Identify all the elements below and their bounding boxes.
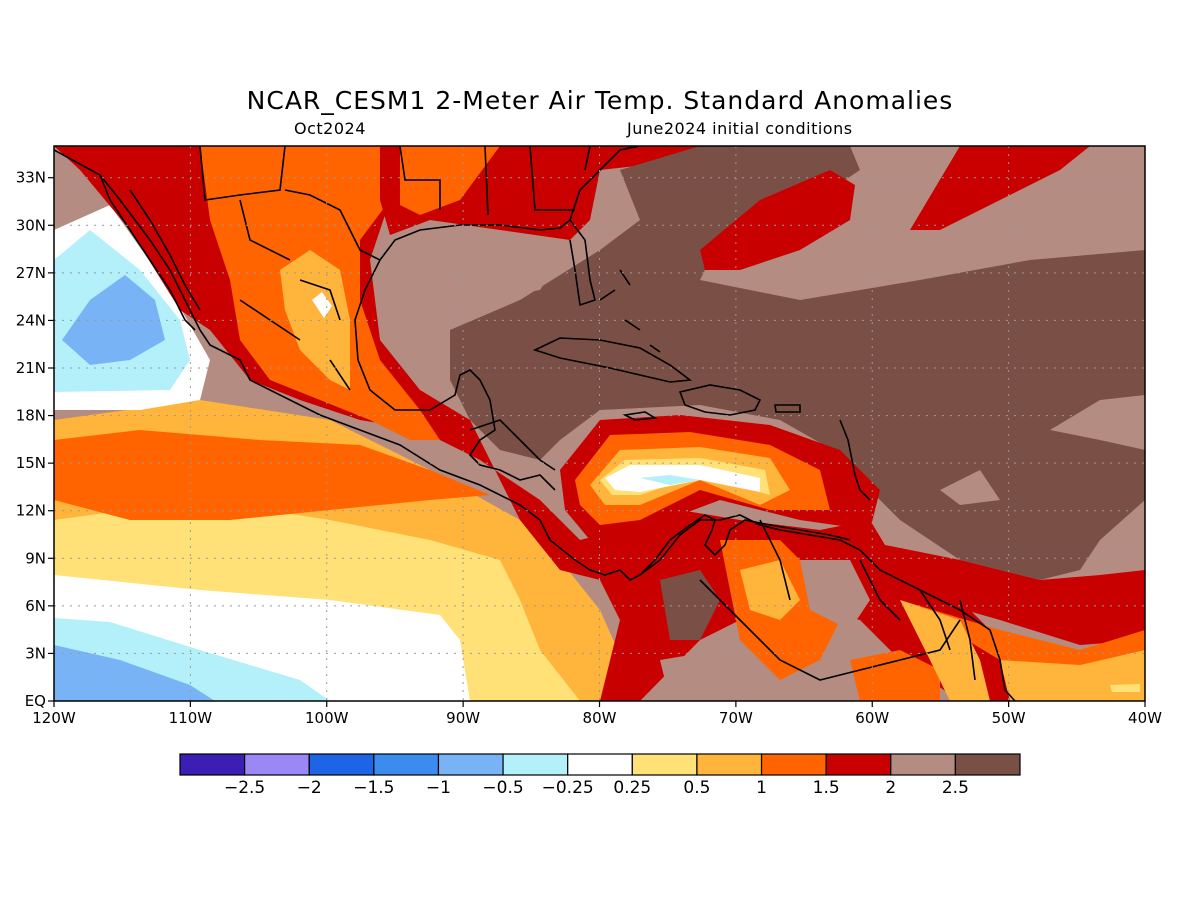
colorbar-swatch xyxy=(760,753,827,776)
border-us-states xyxy=(399,146,591,216)
atlantic-south-paleyellow xyxy=(1110,684,1140,692)
sa-orange-2 xyxy=(850,650,940,701)
colorbar-label: 1.5 xyxy=(813,778,840,798)
y-tick-label: EQ xyxy=(25,692,46,710)
colorbar-swatch xyxy=(825,753,892,776)
map-gridlines xyxy=(54,146,1145,701)
colorbar-label: −1.5 xyxy=(353,778,394,798)
atlantic-red-north xyxy=(910,146,1090,230)
coast-baja xyxy=(99,174,201,331)
pacific-orange-band xyxy=(54,430,490,520)
y-tick-label: 9N xyxy=(25,549,46,567)
coast-jamaica xyxy=(622,411,658,421)
initial-conditions: June2024 initial conditions xyxy=(627,119,853,138)
x-tick-label: 50W xyxy=(992,709,1026,727)
coast-cuba xyxy=(532,337,693,383)
colorbar-label: 2 xyxy=(885,778,896,798)
coast-central-america-inner xyxy=(469,419,556,471)
sa-yellow xyxy=(740,560,800,620)
atlantic-light-bump xyxy=(1050,395,1145,450)
colorbar-swatch xyxy=(954,753,1021,776)
y-tick-label: 21N xyxy=(16,359,46,377)
x-tick-label: 110W xyxy=(169,709,213,727)
colorbar-label: 2.5 xyxy=(942,778,969,798)
sa-yellow-2 xyxy=(900,600,990,701)
baja-cool-blue xyxy=(62,275,165,365)
gulf-brown-light xyxy=(380,240,560,360)
border-sa-1 xyxy=(699,579,961,681)
pacific-blue-south xyxy=(54,645,215,701)
sa-brownlight-2 xyxy=(660,650,760,701)
x-tick-label: 40W xyxy=(1128,709,1162,727)
y-tick-label: 30N xyxy=(16,216,46,234)
coast-lesser-antilles xyxy=(839,419,871,501)
caribbean-cyan xyxy=(640,475,700,485)
colorbar-swatch xyxy=(308,753,375,776)
x-tick-label: 60W xyxy=(855,709,889,727)
y-tick-label: 33N xyxy=(16,169,46,187)
atlantic-south-red xyxy=(860,540,1145,645)
colorbar-swatch xyxy=(179,753,246,776)
y-tick-label: 24N xyxy=(16,311,46,329)
colorbar-swatch xyxy=(502,753,569,776)
colorbar-label: −2.5 xyxy=(224,778,265,798)
sa-brown xyxy=(660,570,720,640)
colorbar-label: −0.25 xyxy=(542,778,594,798)
map-title: NCAR_CESM1 2-Meter Air Temp. Standard An… xyxy=(246,86,954,115)
y-tick-label: 3N xyxy=(25,644,46,662)
y-tick-label: 27N xyxy=(16,264,46,282)
anomaly-field xyxy=(54,146,1145,701)
atlantic-light-bump-2 xyxy=(940,470,1000,505)
colorbar: −2.5 −2 −1.5 −1 −0.5 −0.25 0.25 0.5 1 1.5 2 2.5 xyxy=(179,753,1021,798)
y-tick-label: 12N xyxy=(16,502,46,520)
y-tick-label: 18N xyxy=(16,407,46,425)
x-tick-label: 80W xyxy=(583,709,617,727)
coast-bahamas xyxy=(599,269,661,353)
y-axis: EQ 3N 6N 9N 12N 15N 18N 21N 24N 27N 30N 33N xyxy=(16,169,54,710)
colorbar-swatch xyxy=(373,753,440,776)
atlantic-south-orange xyxy=(900,600,1145,670)
mexico-yellow xyxy=(280,250,350,390)
colorbar-swatch xyxy=(631,753,698,776)
colorbar-swatch xyxy=(437,753,504,776)
mexico-white-spot xyxy=(312,292,332,318)
colorbar-label: −0.5 xyxy=(482,778,523,798)
colorbar-swatch xyxy=(890,753,956,776)
y-tick-label: 15N xyxy=(16,454,46,472)
colorbar-label: 0.5 xyxy=(683,778,710,798)
coast-puerto-rico xyxy=(774,404,801,413)
caribbean-darkbrown xyxy=(450,146,1145,580)
x-tick-label: 70W xyxy=(719,709,753,727)
us-orange xyxy=(400,146,500,215)
colorbar-label: −2 xyxy=(297,778,322,798)
border-mexico-states xyxy=(239,199,351,391)
coast-hispaniola xyxy=(678,384,762,416)
atlantic-south-yellow xyxy=(1000,650,1145,701)
border-sa-2 xyxy=(759,519,976,681)
valid-month: Oct2024 xyxy=(294,119,366,138)
x-tick-label: 100W xyxy=(305,709,349,727)
sa-brownlight xyxy=(800,560,870,630)
atlantic-red-blob xyxy=(700,170,855,270)
y-tick-label: 6N xyxy=(25,597,46,615)
x-axis: 120W 110W 100W 90W 80W 70W 60W 50W 40W xyxy=(32,701,1162,727)
colorbar-swatch xyxy=(244,753,310,776)
coast-south-america-north xyxy=(639,514,851,576)
coast-pacific-mexico xyxy=(54,149,1016,701)
border-us-mexico xyxy=(199,146,381,261)
coastlines xyxy=(54,146,1016,701)
coast-gulf-of-mexico xyxy=(354,218,596,491)
x-tick-label: 90W xyxy=(446,709,480,727)
colorbar-label: 1 xyxy=(756,778,767,798)
colorbar-label: 0.25 xyxy=(613,778,651,798)
x-tick-label: 120W xyxy=(32,709,76,727)
colorbar-swatch xyxy=(567,753,633,776)
colorbar-swatch xyxy=(696,753,763,776)
colorbar-label: −1 xyxy=(426,778,451,798)
